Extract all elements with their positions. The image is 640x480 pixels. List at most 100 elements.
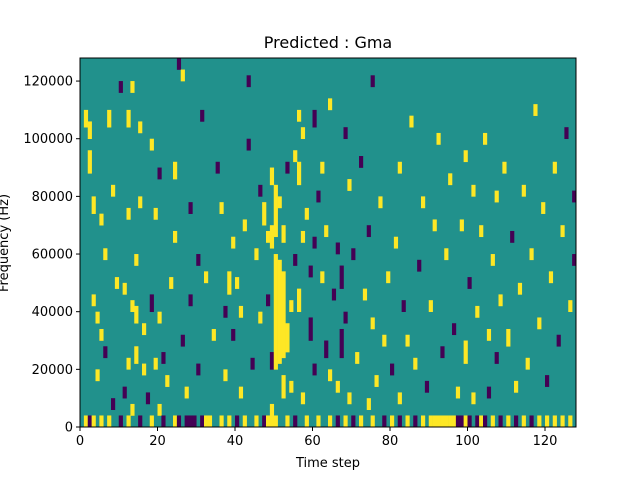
heatmap-cell [103,346,108,359]
x-tick-label: 0 [76,434,84,449]
heatmap-cell [471,392,476,405]
heatmap-cell [169,277,174,289]
heatmap-cell [382,415,387,428]
heatmap-cell [370,317,375,330]
heatmap-cell [277,259,282,364]
y-tick-label: 80000 [32,190,73,205]
heatmap-cell [223,369,228,382]
heatmap-cell [320,271,325,284]
heatmap-cell [370,415,375,428]
heatmap-cell [215,161,220,174]
heatmap-cell [467,415,472,428]
heatmap-cell [111,184,116,197]
heatmap-cell [258,184,263,197]
heatmap-cell [242,219,247,232]
heatmap-cell [452,415,457,428]
heatmap-cell [269,167,275,186]
plot-area [79,57,577,428]
heatmap-cell [161,415,166,428]
heatmap-cell [99,328,104,341]
heatmap-cell [273,184,278,238]
heatmap-cell [517,282,523,295]
heatmap-cell [444,415,449,428]
heatmap-cell [397,392,402,405]
heatmap-cell [405,415,410,428]
heatmap-cell [99,213,104,226]
heatmap-cell [184,386,189,399]
heatmap-cell [328,98,333,111]
heatmap-cell [126,109,131,128]
heatmap-cell [231,236,236,249]
heatmap-cell [475,415,480,428]
heatmap-cell [382,334,387,347]
heatmap-cell [351,415,356,428]
heatmap-cell [328,415,333,428]
heatmap-cell [444,248,449,261]
heatmap-cell [273,415,278,428]
heatmap-cell [95,369,100,382]
heatmap-cell [552,161,557,174]
heatmap-cell [537,415,542,428]
heatmap-cell [130,403,135,416]
heatmap-cell [436,415,441,428]
heatmap-cell [87,121,92,140]
heatmap-cell [238,305,244,318]
y-axis-label: Frequency (Hz) [0,194,12,292]
heatmap-cell [107,109,112,128]
heatmap-cell [281,375,286,399]
heatmap-cell [184,415,189,428]
heatmap-cell [545,415,550,428]
heatmap-cell [281,225,286,243]
heatmap-cell [343,311,348,324]
heatmap-cell [188,415,193,428]
heatmap-cell [273,254,278,370]
heatmap-cell [269,352,275,370]
heatmap-cell [494,190,499,203]
x-axis-label: Time step [295,456,360,471]
y-tick-label: 20000 [32,363,73,378]
heatmap-cell [568,300,573,312]
heatmap-cell [118,81,123,93]
chart-title: Predicted : Gma [264,33,392,52]
y-tick-label: 40000 [32,305,73,320]
heatmap-cell [486,328,492,341]
heatmap-cell [452,323,457,336]
heatmap-cell [568,415,573,428]
heatmap-cell [173,230,178,243]
heatmap-cells [83,58,577,428]
heatmap-cell [545,375,550,387]
heatmap-cell [192,415,197,428]
heatmap-cell [262,202,267,226]
heatmap-cell [219,202,224,214]
heatmap-cell [459,219,464,232]
heatmap-cell [548,271,554,284]
heatmap-cell [316,190,321,203]
heatmap-cell [432,415,437,428]
heatmap-cell [312,363,317,376]
heatmap-cell [300,230,306,243]
heatmap-cell [266,230,271,243]
heatmap-cell [126,357,131,370]
heatmap-cell [138,196,143,209]
y-axis: 0 20000 40000 60000 80000 100000 120000 [23,75,80,436]
heatmap-cell [359,415,364,428]
heatmap-cell [227,271,232,295]
heatmap-cell [281,271,286,359]
heatmap-cell [459,415,464,428]
heatmap-cell [370,75,375,88]
heatmap-cell [111,398,116,410]
heatmap-cell [390,363,395,376]
heatmap-cell [262,415,267,428]
heatmap-cell [417,259,422,272]
heatmap-cell [436,132,441,145]
heatmap-cell [204,271,209,284]
heatmap-cell [91,196,96,214]
heatmap-cell [467,277,472,289]
heatmap-cell [246,138,251,151]
heatmap-cell [304,415,309,428]
heatmap-cell [207,415,213,428]
heatmap-cell [572,190,577,203]
heatmap-cell [289,380,294,393]
heatmap-cell [366,398,371,410]
